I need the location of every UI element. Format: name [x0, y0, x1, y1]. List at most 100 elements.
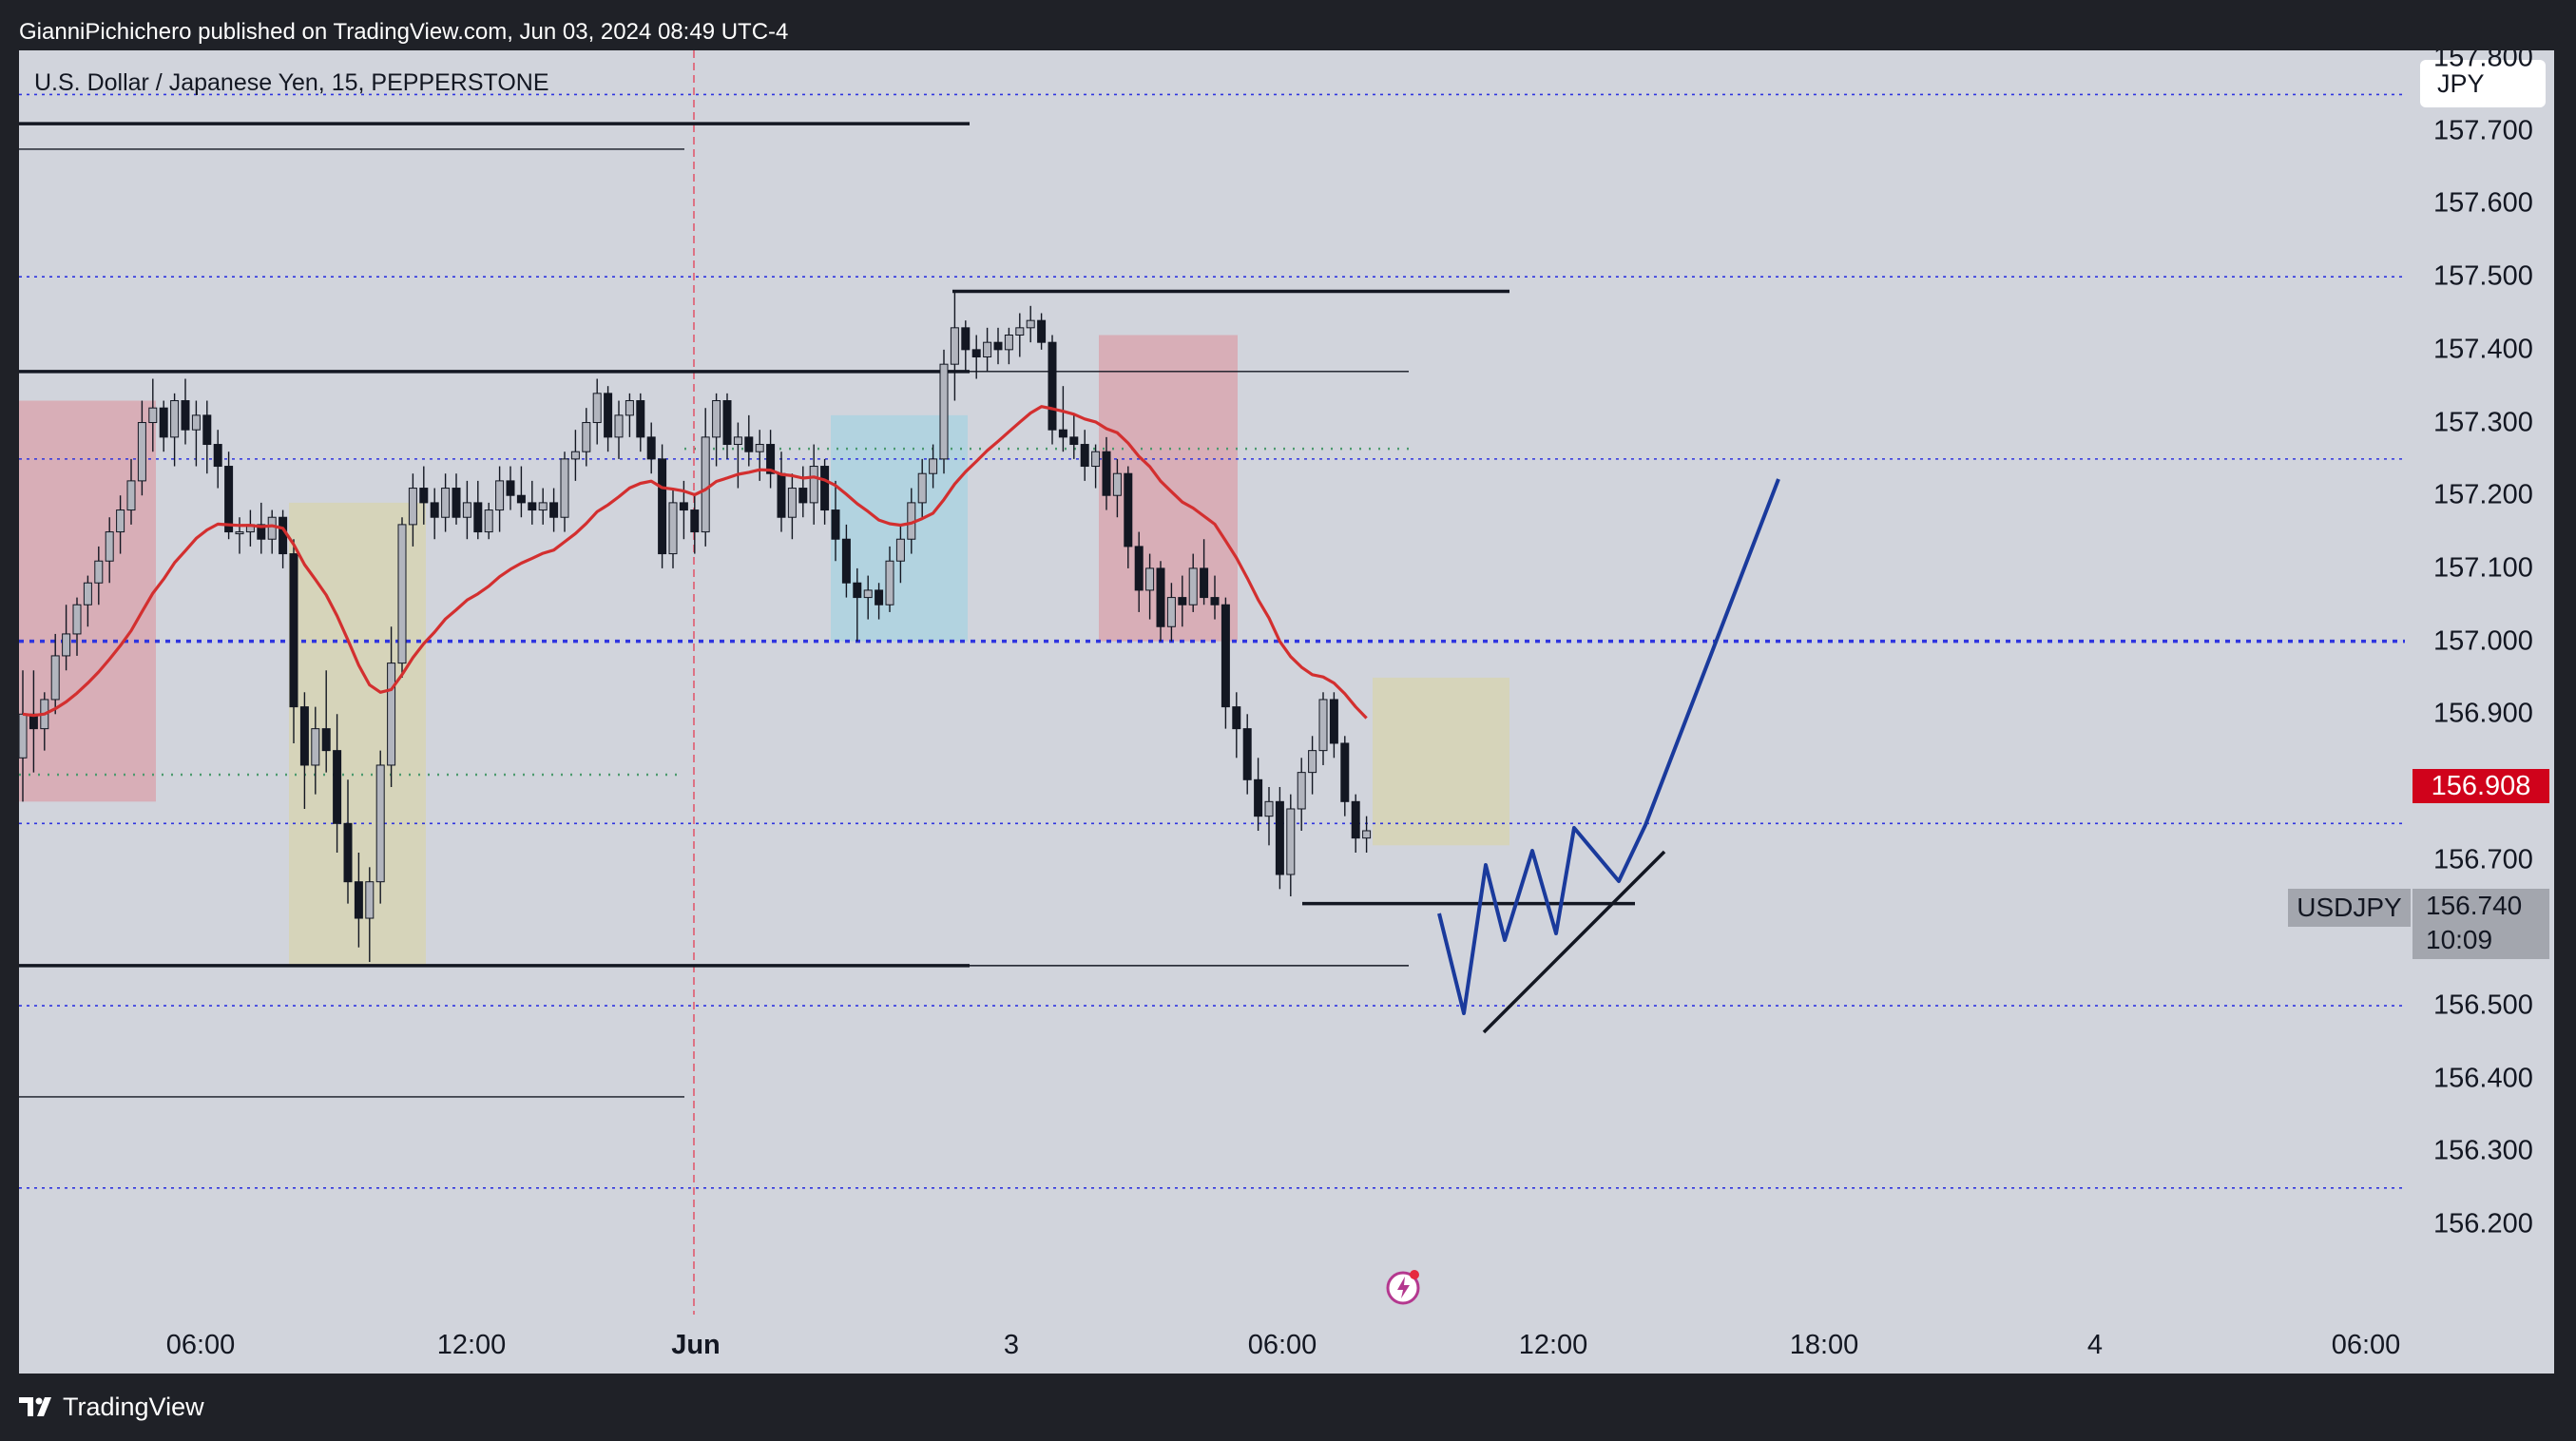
candle-body — [841, 538, 851, 584]
currency-button[interactable]: JPY — [2420, 60, 2546, 107]
candle-body — [299, 706, 309, 766]
time-tick-label: 06:00 — [2331, 1330, 2401, 1360]
candle-body — [668, 502, 678, 555]
candle-body — [257, 524, 266, 540]
candle-body — [528, 502, 537, 511]
candle-body — [1112, 472, 1122, 496]
candle-body — [592, 393, 602, 424]
time-tick-label: 12:00 — [1518, 1330, 1588, 1360]
candle-body — [1058, 429, 1067, 438]
candle-body — [267, 516, 277, 540]
candle-body — [1297, 772, 1306, 810]
candle-body — [950, 327, 959, 365]
candle-body — [1264, 800, 1274, 817]
price-tick-label: 156.700 — [2433, 844, 2533, 875]
candle-body — [452, 488, 461, 518]
brand-name: TradingView — [63, 1393, 204, 1421]
candle-body — [1015, 327, 1025, 336]
projection-path — [1437, 478, 1780, 1015]
candle-body — [202, 414, 212, 446]
candle-body — [798, 488, 808, 504]
candle-body — [1329, 699, 1338, 744]
candle-body — [50, 655, 60, 701]
flash-icon[interactable] — [1386, 1267, 1424, 1305]
price-tick-label: 156.900 — [2433, 698, 2533, 729]
candle-body — [1200, 567, 1209, 599]
time-tick-label: 3 — [1003, 1330, 1020, 1360]
price-tick-label: 157.500 — [2433, 260, 2533, 292]
candle-body — [820, 466, 830, 511]
footer-brand[interactable]: TradingView — [19, 1390, 204, 1424]
countdown-timer: 10:09 — [2426, 925, 2493, 954]
time-tick-label: Jun — [671, 1330, 721, 1360]
price-tick-label: 156.500 — [2433, 989, 2533, 1021]
candle-body — [733, 436, 742, 446]
candle-body — [983, 341, 992, 358]
candle-body — [148, 407, 158, 424]
candle-body — [1080, 444, 1089, 468]
candle-body — [430, 502, 439, 518]
candle-body — [853, 582, 862, 599]
candle-body — [777, 472, 786, 518]
candle-body — [1037, 319, 1047, 343]
candle-body — [1351, 800, 1360, 839]
candle-body — [1254, 778, 1263, 817]
candle-body — [473, 502, 483, 533]
candle-body — [1124, 472, 1133, 548]
candle-body — [766, 444, 776, 474]
candle-body — [365, 881, 375, 919]
candle-body — [397, 524, 407, 664]
hlines-layer — [19, 122, 1635, 1098]
candle-body — [170, 400, 180, 438]
candle-body — [408, 488, 417, 526]
candle-body — [181, 400, 190, 431]
price-tick-label: 156.300 — [2433, 1135, 2533, 1166]
time-tick-label: 06:00 — [165, 1330, 236, 1360]
candle-body — [875, 589, 884, 605]
candle-body — [917, 472, 927, 504]
candle-body — [289, 553, 298, 708]
candle-body — [722, 400, 732, 446]
candle-body — [993, 341, 1003, 351]
candle-body — [971, 349, 981, 358]
candle-body — [159, 407, 168, 438]
candle-body — [701, 436, 710, 533]
candle-body — [744, 436, 754, 452]
candle-body — [516, 494, 526, 504]
candle-body — [83, 582, 92, 605]
zone-rect — [1373, 677, 1509, 846]
chart-pane[interactable]: U.S. Dollar / Japanese Yen, 15, PEPPERST… — [19, 50, 2554, 1374]
candle-body — [885, 560, 894, 605]
candle-body — [62, 633, 71, 657]
candle-body — [1145, 567, 1155, 591]
price-tick-label: 157.600 — [2433, 187, 2533, 219]
time-tick-label: 06:00 — [1247, 1330, 1317, 1360]
candle-body — [1340, 742, 1350, 802]
live-price-tag: 156.908 — [2413, 769, 2549, 803]
candle-body — [235, 531, 244, 535]
candle-body — [1210, 597, 1220, 605]
candle-body — [343, 822, 353, 883]
candle-body — [387, 663, 396, 766]
tradingview-logo-icon — [19, 1397, 51, 1416]
candle-body — [1242, 728, 1252, 780]
price-chart[interactable] — [19, 50, 2554, 1374]
candle-body — [279, 516, 288, 555]
candle-body — [94, 560, 104, 584]
candle-body — [419, 488, 429, 504]
last-price-tag: 156.740 10:09 — [2413, 889, 2549, 959]
candle-body — [1166, 597, 1176, 627]
candle-body — [224, 466, 234, 533]
levels-layer — [19, 93, 2405, 1189]
candle-body — [939, 363, 949, 460]
candle-body — [636, 400, 645, 438]
candle-body — [690, 509, 700, 533]
candle-body — [354, 881, 363, 919]
candle-body — [712, 400, 721, 438]
candle-body — [570, 451, 580, 460]
trendline — [1482, 850, 1666, 1034]
candle-body — [1318, 699, 1328, 752]
candle-body — [604, 393, 613, 438]
price-tick-label: 157.000 — [2433, 625, 2533, 657]
candle-body — [19, 713, 28, 759]
